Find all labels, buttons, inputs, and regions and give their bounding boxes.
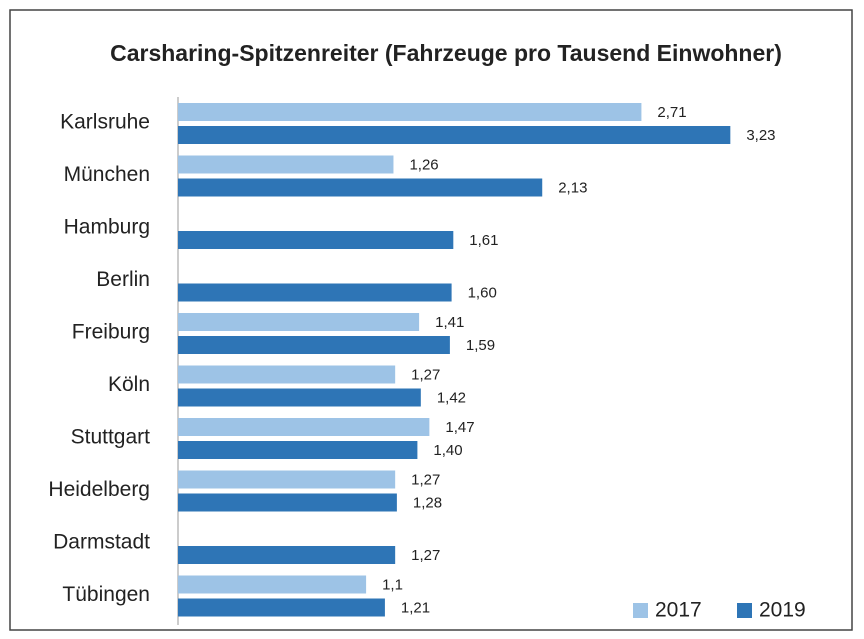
bar: [178, 365, 396, 384]
bar: [178, 388, 421, 407]
y-tick-label: Heidelberg: [48, 478, 150, 501]
bar: [178, 313, 420, 331]
legend-label: 2017: [655, 599, 702, 622]
y-tick-label: Karlsruhe: [60, 111, 150, 134]
value-label: 2,71: [657, 104, 686, 121]
bar: [178, 231, 454, 249]
value-label: 1,27: [411, 366, 440, 383]
value-label: 1,1: [382, 576, 403, 593]
bar: [178, 470, 396, 489]
y-tick-label: Darmstadt: [53, 531, 150, 554]
bar: [178, 336, 450, 354]
value-label: 1,21: [401, 599, 430, 616]
legend-swatch: [737, 603, 752, 618]
value-label: 2,13: [558, 179, 587, 196]
bar: [178, 126, 731, 144]
bar: [178, 598, 385, 617]
y-tick-label: Köln: [108, 373, 150, 396]
chart-title: Carsharing-Spitzenreiter (Fahrzeuge pro …: [110, 40, 782, 66]
value-label: 1,61: [469, 232, 498, 249]
bar: [178, 418, 430, 436]
value-label: 1,47: [445, 419, 474, 436]
value-label: 1,60: [468, 284, 497, 301]
value-label: 1,27: [411, 547, 440, 564]
legend-label: 2019: [759, 599, 806, 622]
value-label: 1,42: [437, 389, 466, 406]
y-tick-label: Freiburg: [72, 321, 150, 344]
bar: [178, 575, 367, 594]
value-label: 1,27: [411, 471, 440, 488]
bar: [178, 546, 396, 564]
bar: [178, 493, 397, 512]
value-label: 1,26: [409, 156, 438, 173]
value-label: 3,23: [746, 127, 775, 144]
value-label: 1,41: [435, 314, 464, 331]
legend-swatch: [633, 603, 648, 618]
bar: [178, 441, 418, 459]
y-tick-label: München: [64, 163, 150, 186]
bar: [178, 178, 543, 197]
y-tick-label: Berlin: [96, 268, 150, 291]
bar: [178, 283, 452, 302]
bar: [178, 103, 642, 121]
value-label: 1,28: [413, 494, 442, 511]
y-tick-label: Hamburg: [64, 216, 150, 239]
y-tick-label: Stuttgart: [71, 426, 151, 449]
bar: [178, 155, 394, 174]
value-label: 1,40: [433, 442, 462, 459]
y-tick-label: Tübingen: [62, 583, 150, 606]
value-label: 1,59: [466, 337, 495, 354]
